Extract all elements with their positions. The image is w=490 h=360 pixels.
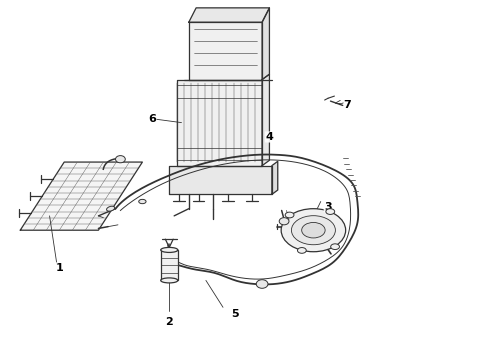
Ellipse shape (297, 248, 306, 253)
Ellipse shape (292, 216, 335, 245)
Polygon shape (20, 162, 143, 230)
Ellipse shape (161, 247, 178, 252)
Ellipse shape (281, 209, 345, 252)
Circle shape (256, 280, 268, 288)
Bar (161, 250, 178, 280)
Polygon shape (272, 161, 278, 194)
Polygon shape (262, 8, 270, 80)
Ellipse shape (326, 209, 335, 215)
Circle shape (279, 218, 289, 225)
Ellipse shape (285, 212, 294, 218)
Ellipse shape (139, 199, 146, 204)
Polygon shape (262, 74, 270, 166)
Text: 5: 5 (231, 310, 239, 319)
Polygon shape (169, 166, 272, 194)
Ellipse shape (106, 206, 115, 211)
Ellipse shape (161, 278, 178, 283)
Text: 7: 7 (343, 100, 351, 110)
Text: 6: 6 (148, 114, 156, 124)
Text: 3: 3 (324, 202, 332, 212)
Polygon shape (189, 22, 262, 80)
Circle shape (116, 156, 125, 163)
Polygon shape (189, 8, 270, 22)
Ellipse shape (331, 244, 340, 249)
Ellipse shape (302, 222, 325, 238)
Text: 1: 1 (55, 263, 63, 273)
Polygon shape (176, 80, 262, 166)
Text: 2: 2 (166, 317, 173, 327)
Text: 4: 4 (266, 132, 273, 142)
